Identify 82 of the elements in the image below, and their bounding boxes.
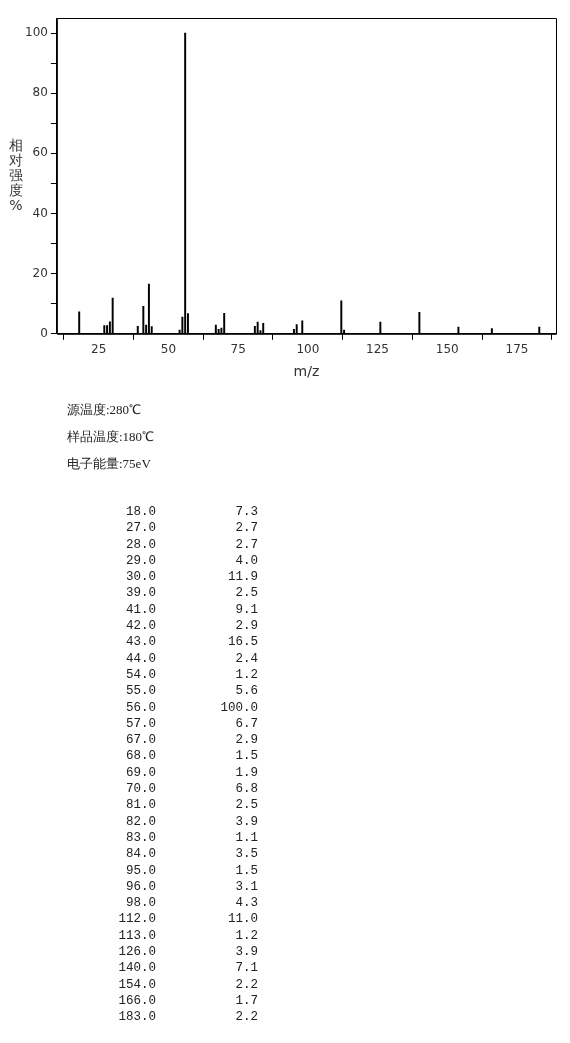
text: 3.1 [234, 878, 258, 896]
text: 183.0 [117, 1009, 156, 1026]
text: 28.0 [125, 536, 156, 553]
text: 1.9 [234, 764, 258, 782]
text: 95.0 [125, 862, 156, 879]
text: 1.5 [234, 862, 258, 879]
x-tick-label: 50 [160, 342, 177, 357]
text: 3.9 [234, 944, 258, 961]
text: 68.0 [125, 748, 156, 765]
text: 30.0 [125, 569, 156, 586]
text: 2.2 [234, 1009, 258, 1026]
y-tick-label: 60 [32, 145, 48, 160]
y-tick-label: 20 [32, 265, 48, 280]
text: 2.7 [234, 536, 258, 553]
text: 96.0 [125, 878, 156, 896]
text: 98.0 [125, 895, 156, 912]
text: 42.0 [125, 618, 156, 635]
text: 84.0 [125, 846, 156, 863]
text: 70.0 [125, 781, 156, 798]
text: 1.7 [234, 992, 258, 1010]
text: 57.0 [125, 715, 156, 733]
text: 7.3 [234, 504, 258, 521]
text: 140.0 [117, 960, 156, 977]
text: 9.1 [234, 601, 258, 619]
text: 44.0 [125, 650, 156, 667]
text: 6.8 [234, 781, 258, 798]
text: 67.0 [125, 732, 156, 749]
text: 2.4 [234, 650, 258, 667]
text: 16.5 [227, 634, 258, 651]
text: 56.0 [125, 699, 156, 716]
text: 11.0 [227, 911, 258, 928]
text: 2.7 [234, 520, 258, 537]
text: 112.0 [117, 911, 156, 928]
y-axis-title: 相对强度% [9, 136, 23, 213]
text: 5.6 [234, 683, 258, 700]
y-tick-label: 100 [25, 25, 48, 40]
text: 2.9 [234, 732, 258, 749]
x-tick-label: 75 [230, 342, 246, 357]
x-tick-label: 175 [505, 342, 529, 357]
text: 4.3 [234, 895, 258, 912]
text: 7.1 [234, 960, 258, 977]
x-axis-title: m/z [293, 363, 320, 380]
text: 82.0 [125, 813, 156, 830]
text: 54.0 [125, 666, 156, 684]
y-tick-label: 80 [32, 85, 48, 100]
text: 1.5 [234, 748, 258, 765]
text: 69.0 [125, 764, 156, 782]
x-tick-label: 150 [435, 342, 459, 357]
text: 29.0 [125, 552, 156, 570]
text: 2.9 [234, 618, 258, 635]
text: 166.0 [117, 992, 156, 1010]
y-tick-label: 40 [32, 205, 48, 220]
text: 样品温度:180℃ [67, 428, 155, 446]
x-tick-label: 125 [366, 342, 390, 357]
y-tick-label: 0 [40, 325, 48, 340]
text: 55.0 [125, 683, 156, 700]
text: 11.9 [227, 569, 258, 586]
text: 4.0 [234, 552, 258, 570]
text: 1.1 [234, 829, 258, 847]
text: 43.0 [125, 634, 156, 651]
text: 2.5 [234, 585, 258, 602]
text: 83.0 [125, 829, 156, 847]
text: 126.0 [117, 944, 156, 961]
text: 1.2 [234, 666, 258, 684]
text: 2.2 [234, 976, 258, 993]
x-tick-label: 100 [296, 342, 320, 357]
text: 3.9 [234, 813, 258, 830]
text: 电子能量:75eV [67, 455, 152, 473]
text: 1.2 [234, 927, 258, 945]
text: 81.0 [125, 797, 156, 814]
text: 154.0 [117, 976, 156, 993]
text: 100.0 [219, 699, 258, 716]
text: 113.0 [117, 927, 156, 945]
text: 2.5 [234, 797, 258, 814]
text: 41.0 [125, 601, 156, 619]
text: 3.5 [234, 846, 258, 863]
text: 27.0 [125, 520, 156, 537]
text: 18.0 [125, 504, 156, 521]
text: 源温度:280℃ [67, 401, 143, 419]
x-tick-label: 25 [91, 342, 107, 357]
text: 6.7 [234, 715, 258, 733]
text: 39.0 [125, 585, 156, 602]
